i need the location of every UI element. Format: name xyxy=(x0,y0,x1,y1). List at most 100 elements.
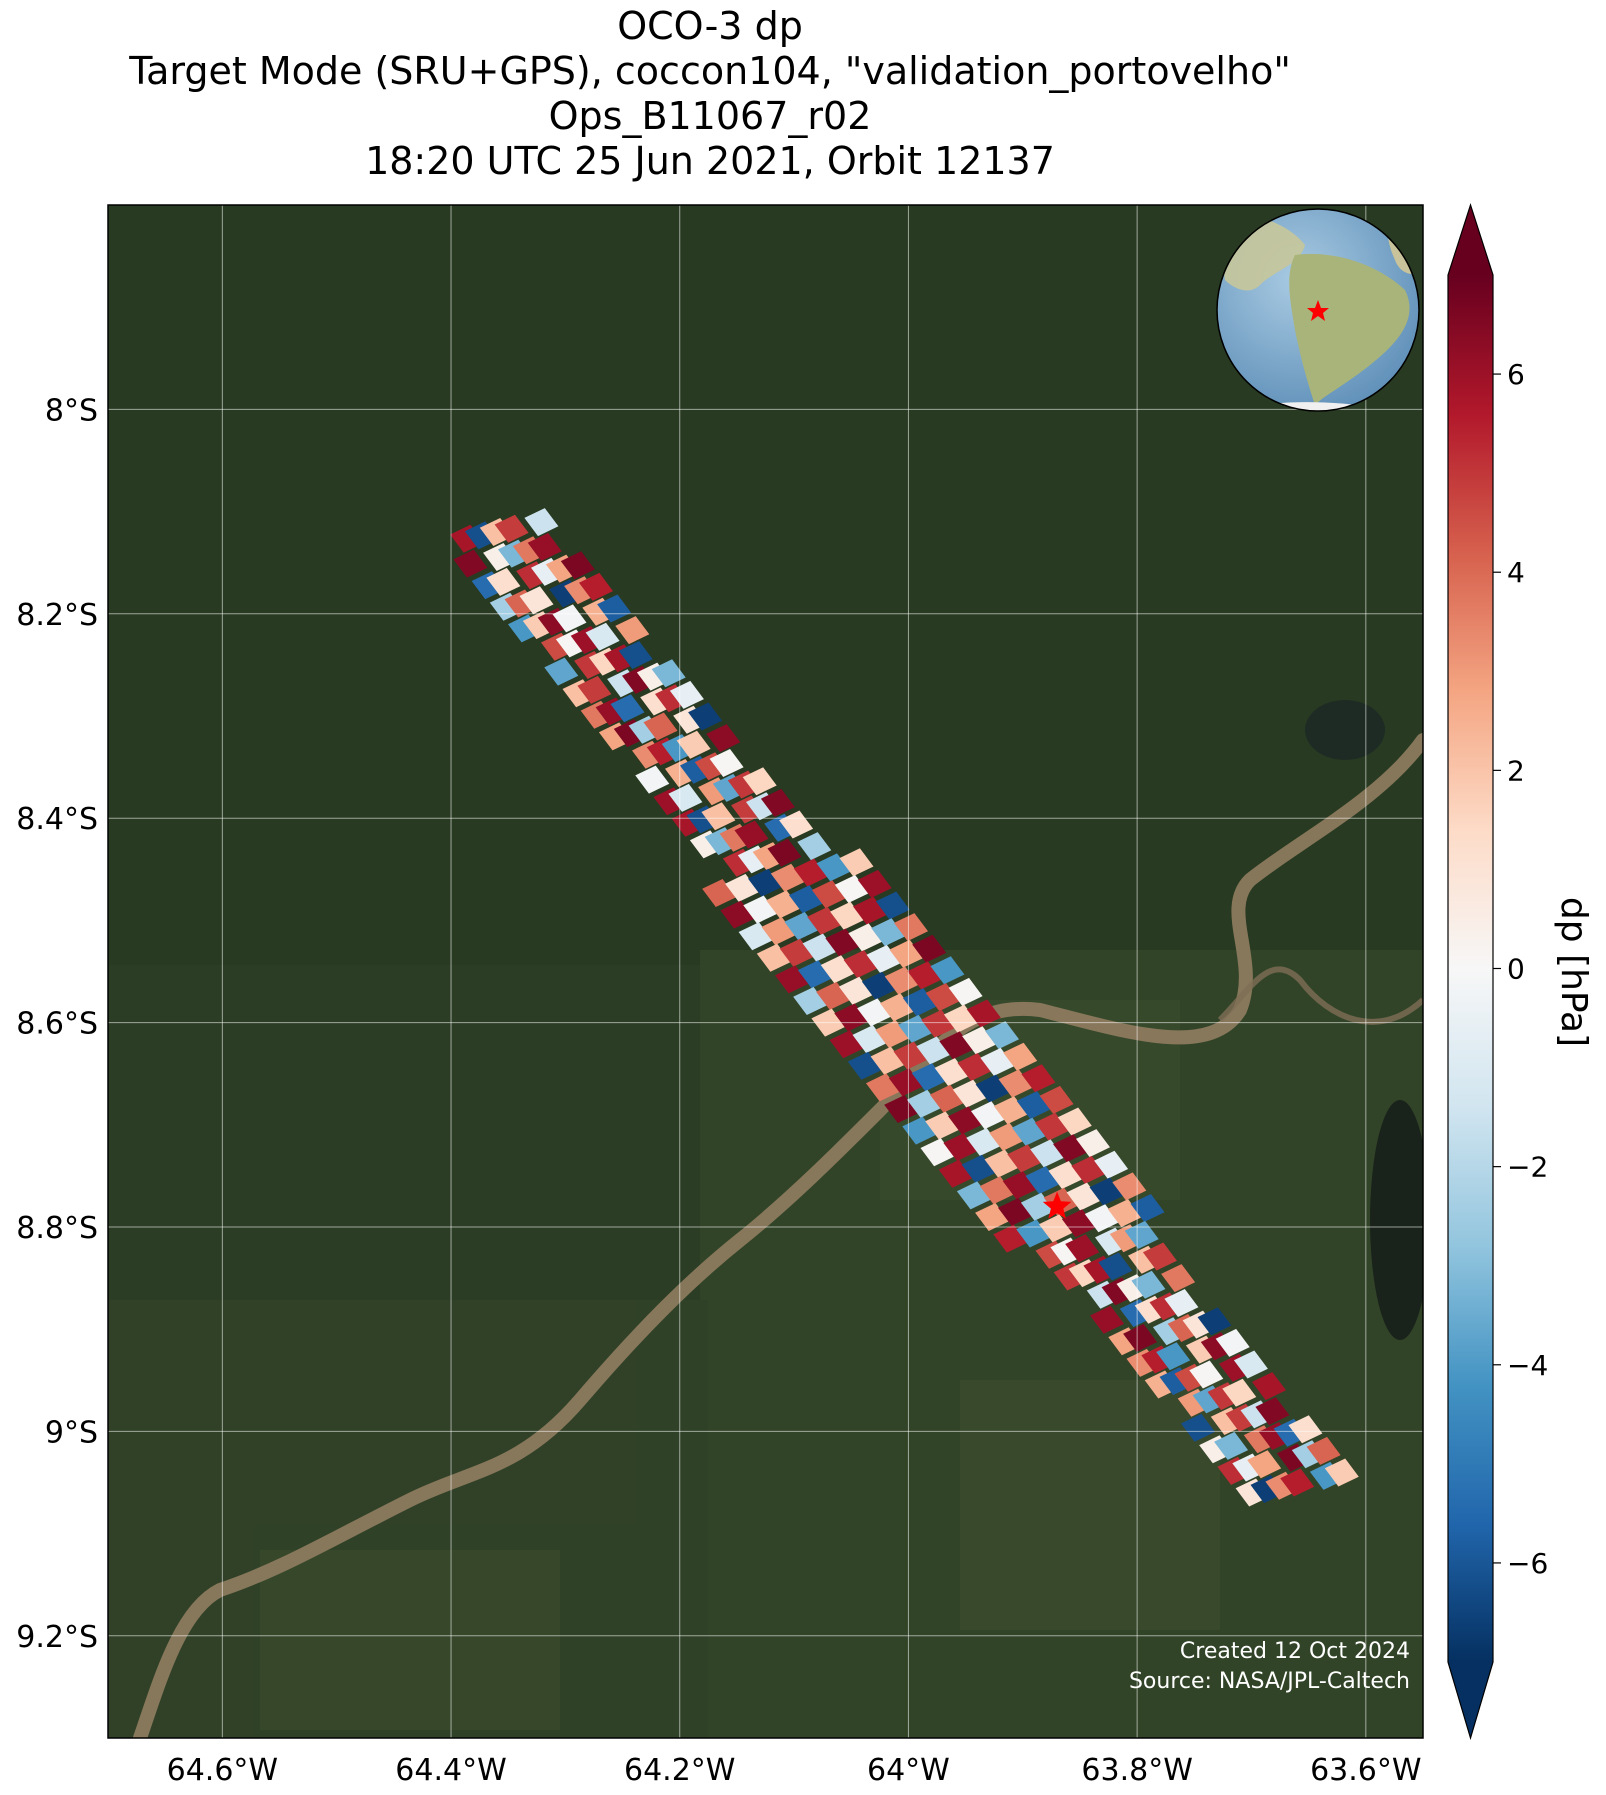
colorbar-tick-label: 6 xyxy=(1507,358,1525,391)
sounding-footprint xyxy=(985,1021,1019,1050)
colorbar-tick-label: −4 xyxy=(1507,1349,1548,1382)
title-line-2: Target Mode (SRU+GPS), coccon104, "valid… xyxy=(129,49,1291,93)
sounding-footprint xyxy=(948,977,983,1006)
sounding-footprint xyxy=(1197,1307,1232,1336)
colorbar-tick-label: −2 xyxy=(1507,1151,1548,1184)
longitude-labels: 64.6°W 64.4°W 64.2°W 64°W 63.8°W 63.6°W xyxy=(167,1753,1422,1788)
sounding-footprint xyxy=(577,675,612,704)
lake xyxy=(1305,700,1385,760)
river-madeira xyxy=(133,733,1423,1738)
sounding-footprint xyxy=(767,838,802,867)
sounding-footprint xyxy=(839,848,874,877)
title-line-4: 18:20 UTC 25 Jun 2021, Orbit 12137 xyxy=(365,139,1055,183)
sounding-footprint xyxy=(1065,1234,1100,1263)
colorbar-outline xyxy=(1447,203,1494,1741)
plot-title: OCO-3 dp Target Mode (SRU+GPS), coccon10… xyxy=(0,4,1420,184)
colorbar-label: dp [hPa] xyxy=(1553,897,1594,1047)
sounding-footprints xyxy=(450,508,1359,1507)
colorbar-extend-bottom xyxy=(1448,1662,1493,1738)
sounding-footprint xyxy=(1156,1342,1191,1371)
lat-tick-label: 8°S xyxy=(45,393,98,428)
sounding-footprint xyxy=(734,820,769,849)
sounding-footprint xyxy=(618,641,653,669)
sounding-footprint xyxy=(597,594,632,623)
sounding-footprint xyxy=(519,586,554,615)
sounding-footprint xyxy=(894,913,928,942)
target-site-star-icon xyxy=(1042,1191,1072,1219)
lon-tick-label: 64°W xyxy=(867,1753,950,1788)
lon-tick-label: 64.6°W xyxy=(167,1753,278,1788)
dark-area xyxy=(1370,1100,1423,1340)
sounding-footprint xyxy=(1039,1085,1074,1114)
sounding-footprint xyxy=(544,657,579,686)
sounding-footprint xyxy=(709,749,744,777)
sounding-footprint xyxy=(1255,1397,1290,1426)
sounding-footprint xyxy=(875,891,910,920)
sounding-footprint xyxy=(676,730,711,759)
sounding-footprint xyxy=(1130,1194,1165,1222)
sounding-footprint xyxy=(579,572,613,601)
globe-south-america xyxy=(1289,253,1410,405)
sounding-footprint xyxy=(1003,1042,1038,1071)
sounding-footprint xyxy=(1280,1468,1315,1497)
title-line-3: Ops_B11067_r02 xyxy=(548,94,872,138)
sounding-footprint xyxy=(1123,1323,1158,1352)
sounding-footprint xyxy=(1252,1372,1286,1401)
sounding-footprint xyxy=(524,508,559,537)
sounding-footprint xyxy=(1131,1270,1166,1299)
colorbar-tick-label: 2 xyxy=(1507,754,1525,787)
colorbar: 6 4 2 0 −2 −4 −6 dp [hPa] xyxy=(1447,203,1594,1741)
title-line-1: OCO-3 dp xyxy=(617,4,803,48)
sounding-footprint xyxy=(1306,1436,1341,1465)
sounding-footprint xyxy=(494,514,529,543)
lon-tick-label: 63.8°W xyxy=(1081,1753,1192,1788)
sounding-footprint xyxy=(1288,1415,1323,1444)
sounding-footprint xyxy=(651,659,686,688)
lat-tick-label: 9°S xyxy=(45,1415,98,1450)
sounding-footprint xyxy=(1181,1413,1215,1442)
colorbar-tick-label: 4 xyxy=(1507,556,1525,589)
sounding-footprint xyxy=(1090,1305,1125,1334)
sounding-footprint xyxy=(527,533,562,561)
sounding-footprint xyxy=(1247,1450,1282,1479)
sounding-footprint xyxy=(486,567,521,596)
sounding-footprint xyxy=(610,694,645,723)
sounding-footprint xyxy=(760,788,795,817)
sounding-footprint xyxy=(1215,1328,1250,1357)
lat-tick-label: 8.6°S xyxy=(16,1007,98,1042)
colorbar-extend-top xyxy=(1448,205,1493,275)
lat-tick-label: 8.4°S xyxy=(16,802,98,837)
sounding-footprint xyxy=(857,869,892,898)
sounding-footprint xyxy=(560,551,595,580)
sounding-footprint xyxy=(585,622,620,651)
sounding-footprint xyxy=(669,680,704,709)
map-border xyxy=(107,204,1424,1739)
map-area: Created 12 Oct 2024 Source: NASA/JPL-Cal… xyxy=(108,205,1423,1738)
river-tributary xyxy=(1217,966,1423,1025)
sounding-footprint xyxy=(1112,1172,1147,1201)
sounding-footprint xyxy=(701,802,736,831)
globe-star-icon xyxy=(1307,300,1329,321)
sounding-footprint xyxy=(1094,1150,1129,1179)
credit-source: Source: NASA/JPL-Caltech xyxy=(1129,1669,1410,1694)
sounding-footprint xyxy=(635,765,670,794)
sounding-footprint xyxy=(688,702,723,731)
lat-tick-label: 9.2°S xyxy=(16,1620,98,1655)
sounding-footprint xyxy=(742,767,777,796)
colorbar-gradient xyxy=(1448,275,1493,1662)
sounding-footprint xyxy=(1076,1129,1110,1158)
latitude-labels: 8°S 8.2°S 8.4°S 8.6°S 8.8°S 9°S 9.2°S xyxy=(16,393,98,1654)
sounding-footprint xyxy=(912,934,947,963)
sounding-footprint xyxy=(779,810,814,839)
colorbar-tick-label: −6 xyxy=(1507,1547,1548,1580)
sounding-footprint xyxy=(1098,1252,1133,1281)
sounding-footprint xyxy=(797,832,832,861)
colorbar-ticks: 6 4 2 0 −2 −4 −6 xyxy=(1493,358,1548,1580)
sounding-footprint xyxy=(1222,1378,1257,1407)
sounding-footprint xyxy=(552,604,587,633)
sounding-footprint xyxy=(615,616,650,645)
colorbar-tick-label: 0 xyxy=(1507,953,1525,986)
sounding-footprint xyxy=(1124,1220,1159,1249)
sounding-footprint xyxy=(1021,1064,1056,1093)
